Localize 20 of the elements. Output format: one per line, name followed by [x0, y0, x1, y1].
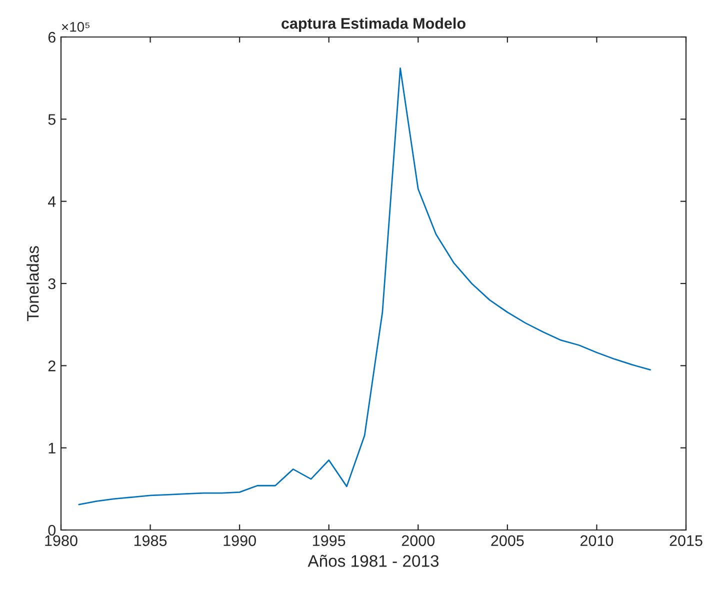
y-tick-label: 0	[48, 524, 56, 536]
x-tick-label: 1980	[45, 535, 78, 546]
y-axis-title: Toneladas	[26, 246, 39, 322]
x-tick-label: 2005	[491, 535, 524, 546]
x-tick-label: 1985	[134, 535, 167, 546]
x-tick-label: 2000	[402, 535, 435, 546]
line-series	[78, 68, 651, 506]
text: ×10⁵	[62, 22, 90, 32]
y-tick-label: 1	[48, 442, 56, 454]
y-tick-label: 5	[48, 114, 56, 125]
x-axis-title: Años 1981 - 2013	[308, 554, 439, 567]
y-tick-label: 6	[48, 32, 56, 43]
x-tick-label: 1995	[313, 535, 346, 546]
x-tick-label: 1990	[224, 535, 256, 546]
y-tick-label: 3	[48, 278, 56, 290]
x-tick-label: 2010	[580, 535, 614, 546]
x-tick-label: 2015	[670, 535, 702, 546]
y-tick-label: 2	[48, 360, 56, 372]
y-tick-label: 4	[48, 196, 56, 207]
chart-title: captura Estimada Modelo	[282, 18, 466, 32]
